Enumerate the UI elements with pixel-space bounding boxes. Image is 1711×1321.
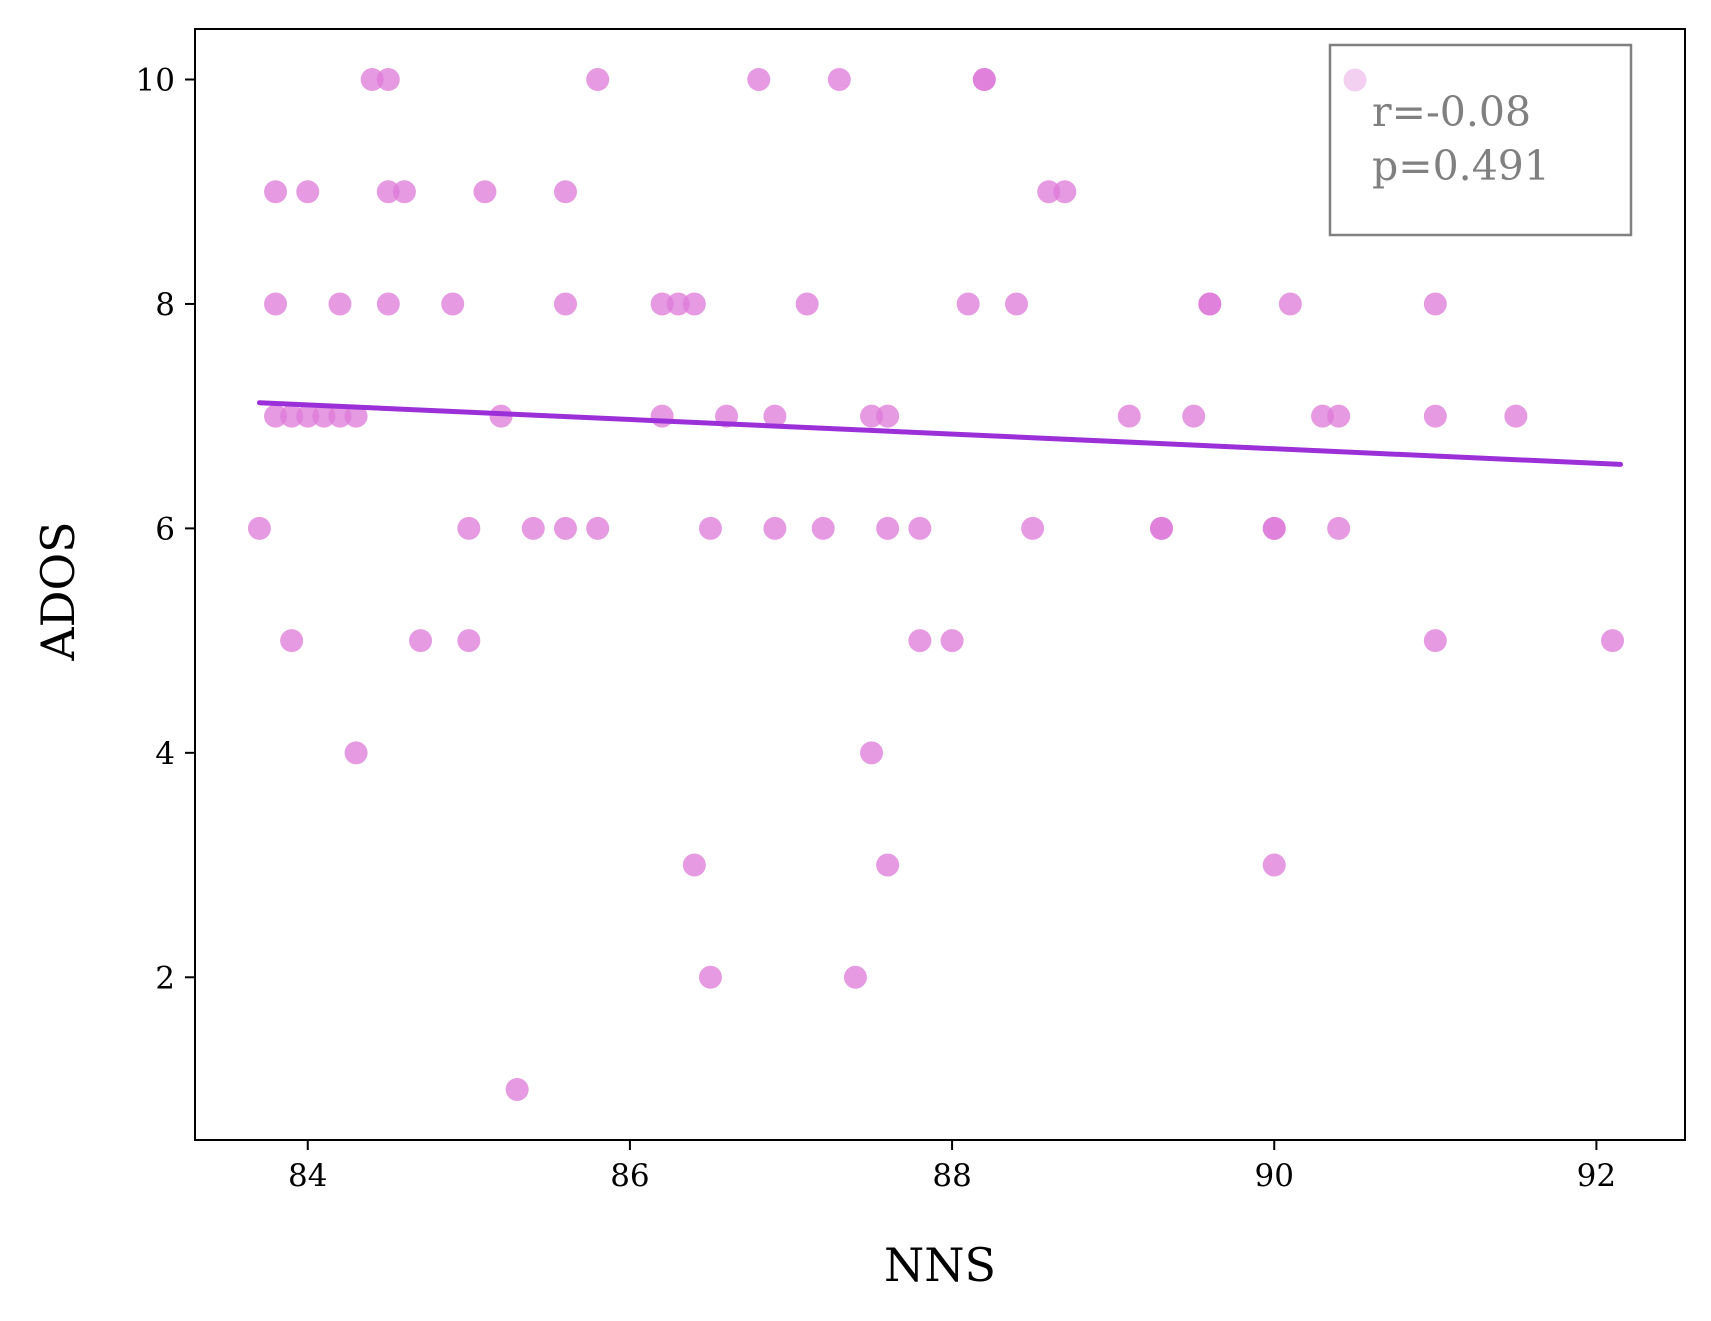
legend-marker — [1343, 68, 1367, 92]
scatter-point — [682, 292, 706, 316]
scatter-point — [1311, 404, 1335, 428]
scatter-point — [280, 404, 304, 428]
scatter-point — [682, 853, 706, 877]
scatter-point — [1278, 292, 1302, 316]
scatter-point — [553, 292, 577, 316]
scatter-point — [1149, 516, 1173, 540]
legend-box — [1328, 43, 1633, 237]
scatter-point — [1182, 404, 1206, 428]
y-tick-label: 2 — [155, 960, 175, 996]
scatter-point — [860, 404, 884, 428]
scatter-point — [312, 404, 336, 428]
scatter-point — [553, 180, 577, 204]
scatter-point — [247, 516, 271, 540]
scatter-point — [698, 516, 722, 540]
plot-area-frame — [194, 28, 1686, 1141]
scatter-point — [264, 404, 288, 428]
scatter-point — [698, 965, 722, 989]
scatter-point — [441, 292, 465, 316]
legend: r=-0.08 p=0.491 — [1328, 43, 1633, 237]
y-tick-label: 6 — [155, 511, 175, 547]
data-points — [247, 68, 1625, 1101]
scatter-point — [457, 629, 481, 653]
scatter-point — [489, 404, 513, 428]
scatter-point — [1601, 629, 1625, 653]
scatter-point — [1262, 516, 1286, 540]
scatter-point — [1423, 629, 1447, 653]
scatter-point — [1504, 404, 1528, 428]
scatter-point — [344, 741, 368, 765]
legend-correlation-text: r=-0.08 — [1372, 88, 1531, 136]
scatter-point — [328, 404, 352, 428]
scatter-point — [586, 516, 610, 540]
scatter-point — [827, 68, 851, 91]
x-tick-label: 84 — [288, 1158, 327, 1194]
scatter-point — [666, 292, 690, 316]
scatter-point — [1117, 404, 1141, 428]
scatter-point — [763, 516, 787, 540]
scatter-point — [296, 404, 320, 428]
scatter-point — [843, 965, 867, 989]
y-tick-label: 10 — [136, 63, 175, 99]
y-axis-label: ADOS — [31, 521, 85, 661]
scatter-point — [360, 68, 384, 91]
scatter-point — [1037, 180, 1061, 204]
scatter-point — [650, 404, 674, 428]
scatter-point — [650, 292, 674, 316]
scatter-point — [908, 629, 932, 653]
scatter-point — [553, 516, 577, 540]
scatter-point — [956, 292, 980, 316]
scatter-point — [972, 68, 996, 91]
scatter-point — [795, 292, 819, 316]
scatter-point — [296, 180, 320, 204]
scatter-point — [1262, 853, 1286, 877]
scatter-point — [344, 404, 368, 428]
scatter-point — [860, 741, 884, 765]
scatter-point — [876, 516, 900, 540]
scatter-point — [280, 629, 304, 653]
x-tick-label: 88 — [932, 1158, 971, 1194]
scatter-point — [521, 516, 545, 540]
scatter-point — [505, 1078, 529, 1101]
scatter-point — [328, 292, 352, 316]
scatter-point — [264, 180, 288, 204]
x-axis-ticks: 84 86 88 90 92 — [288, 1140, 1616, 1194]
scatter-point — [264, 292, 288, 316]
scatter-point — [908, 516, 932, 540]
scatter-point — [409, 629, 433, 653]
scatter-point — [1327, 516, 1351, 540]
scatter-point — [1021, 516, 1045, 540]
y-tick-label: 4 — [155, 736, 175, 772]
x-axis-label: NNS — [884, 1238, 996, 1292]
legend-p-value-text: p=0.491 — [1372, 142, 1550, 190]
x-tick-label: 86 — [610, 1158, 649, 1194]
scatter-point — [586, 68, 610, 91]
scatter-point — [376, 292, 400, 316]
scatter-point — [763, 404, 787, 428]
y-tick-label: 8 — [155, 287, 175, 323]
scatter-point — [811, 516, 835, 540]
scatter-point — [1423, 292, 1447, 316]
scatter-point — [392, 180, 416, 204]
scatter-point — [1005, 292, 1029, 316]
scatter-point — [1198, 292, 1222, 316]
scatter-point — [1423, 404, 1447, 428]
scatter-point — [1053, 180, 1077, 204]
scatter-point — [747, 68, 771, 91]
regression-line — [256, 400, 1624, 467]
scatter-point — [940, 629, 964, 653]
scatter-point — [876, 853, 900, 877]
x-tick-label: 92 — [1577, 1158, 1616, 1194]
y-axis-ticks: 2 4 6 8 10 — [136, 63, 195, 996]
scatter-point — [376, 180, 400, 204]
x-tick-label: 90 — [1255, 1158, 1294, 1194]
scatter-point — [1327, 404, 1351, 428]
scatter-point — [376, 68, 400, 91]
scatter-point — [473, 180, 497, 204]
scatter-point — [876, 404, 900, 428]
scatter-point — [457, 516, 481, 540]
